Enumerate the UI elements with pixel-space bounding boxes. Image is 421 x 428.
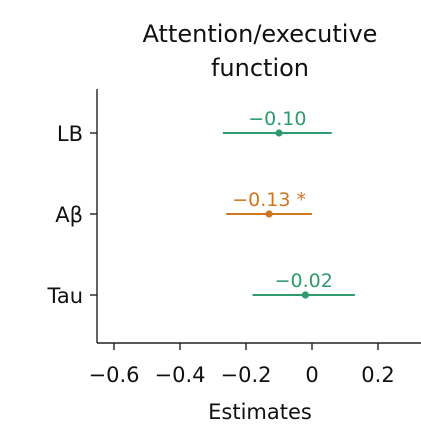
- x-tick-label: −0.2: [221, 363, 272, 387]
- estimate-label: −0.02: [275, 270, 333, 292]
- x-axis-ticks: −0.6 −0.4 −0.2 0 0.2: [89, 343, 395, 387]
- chart-title-line-1: Attention/executive: [143, 20, 378, 48]
- estimate-point: [301, 291, 309, 299]
- estimate-label: −0.13 *: [232, 189, 306, 211]
- estimate-marks: −0.10 −0.13 * −0.02: [222, 108, 355, 299]
- y-tick-label: Aβ: [55, 203, 83, 227]
- estimate-label: −0.10: [248, 108, 306, 130]
- x-tick-label: −0.4: [155, 363, 206, 387]
- x-tick-label: 0.2: [361, 363, 394, 387]
- x-axis-title: Estimates: [208, 400, 312, 424]
- y-axis-ticks: LB Aβ Tau: [46, 122, 97, 308]
- y-tick-label: Tau: [46, 284, 83, 308]
- estimate-point: [265, 210, 273, 218]
- estimate-point: [275, 129, 283, 137]
- x-tick-label: 0: [305, 363, 318, 387]
- y-tick-label: LB: [57, 122, 83, 146]
- chart-title-line-2: function: [211, 54, 309, 82]
- x-tick-label: −0.6: [89, 363, 140, 387]
